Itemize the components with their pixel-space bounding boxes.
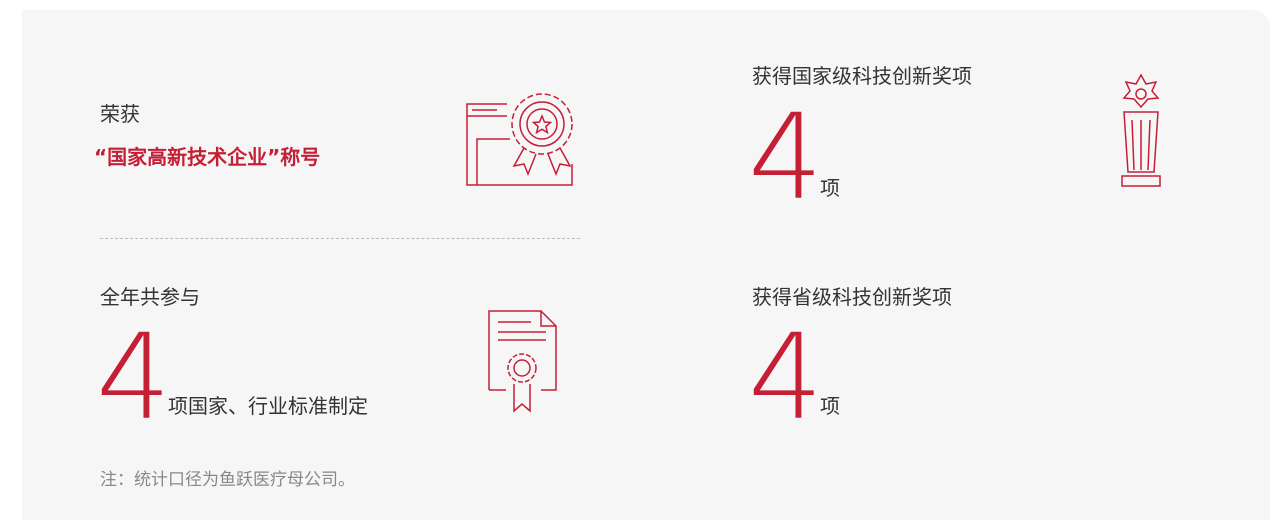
card [22,10,1270,520]
document-icon [488,310,557,413]
award-prefix: 荣获 [100,102,140,126]
national-unit: 项 [820,176,840,200]
standards-suffix: 项国家、行业标准制定 [168,394,368,418]
trophy-icon [1121,73,1161,187]
note: 注：统计口径为鱼跃医疗母公司。 [100,470,355,490]
standards-number: 4 [96,308,172,446]
provincial-number: 4 [748,308,824,446]
provincial-label: 获得省级科技创新奖项 [752,285,952,309]
provincial-unit: 项 [820,394,840,418]
national-number: 4 [748,88,824,226]
certificate-icon [466,93,573,186]
standards-label: 全年共参与 [100,285,200,309]
national-label: 获得国家级科技创新奖项 [752,64,972,88]
divider [100,238,580,239]
award-title: “国家高新技术企业”称号 [94,145,321,169]
